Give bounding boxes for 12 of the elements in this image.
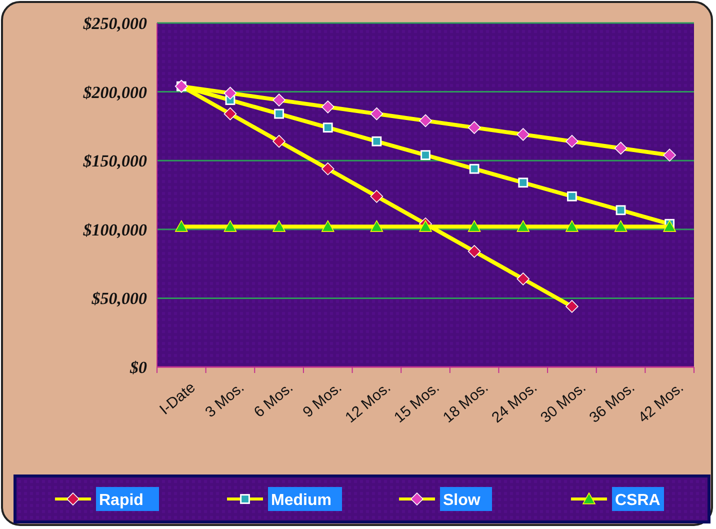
- x-tick-label: 3 Mos.: [202, 379, 248, 422]
- legend-label: Rapid: [99, 492, 144, 509]
- y-tick-label: $150,000: [82, 152, 148, 171]
- y-tick-label: $0: [129, 358, 148, 377]
- y-tick-label: $100,000: [82, 220, 148, 240]
- y-tick-label: $50,000: [90, 289, 148, 308]
- legend-label: Slow: [443, 492, 481, 509]
- x-tick-label: 6 Mos.: [250, 379, 296, 422]
- legend-label: Medium: [271, 492, 332, 509]
- y-tick-label: $250,000: [82, 14, 148, 33]
- y-tick-label: $200,000: [82, 82, 148, 102]
- legend-label: CSRA: [615, 492, 661, 509]
